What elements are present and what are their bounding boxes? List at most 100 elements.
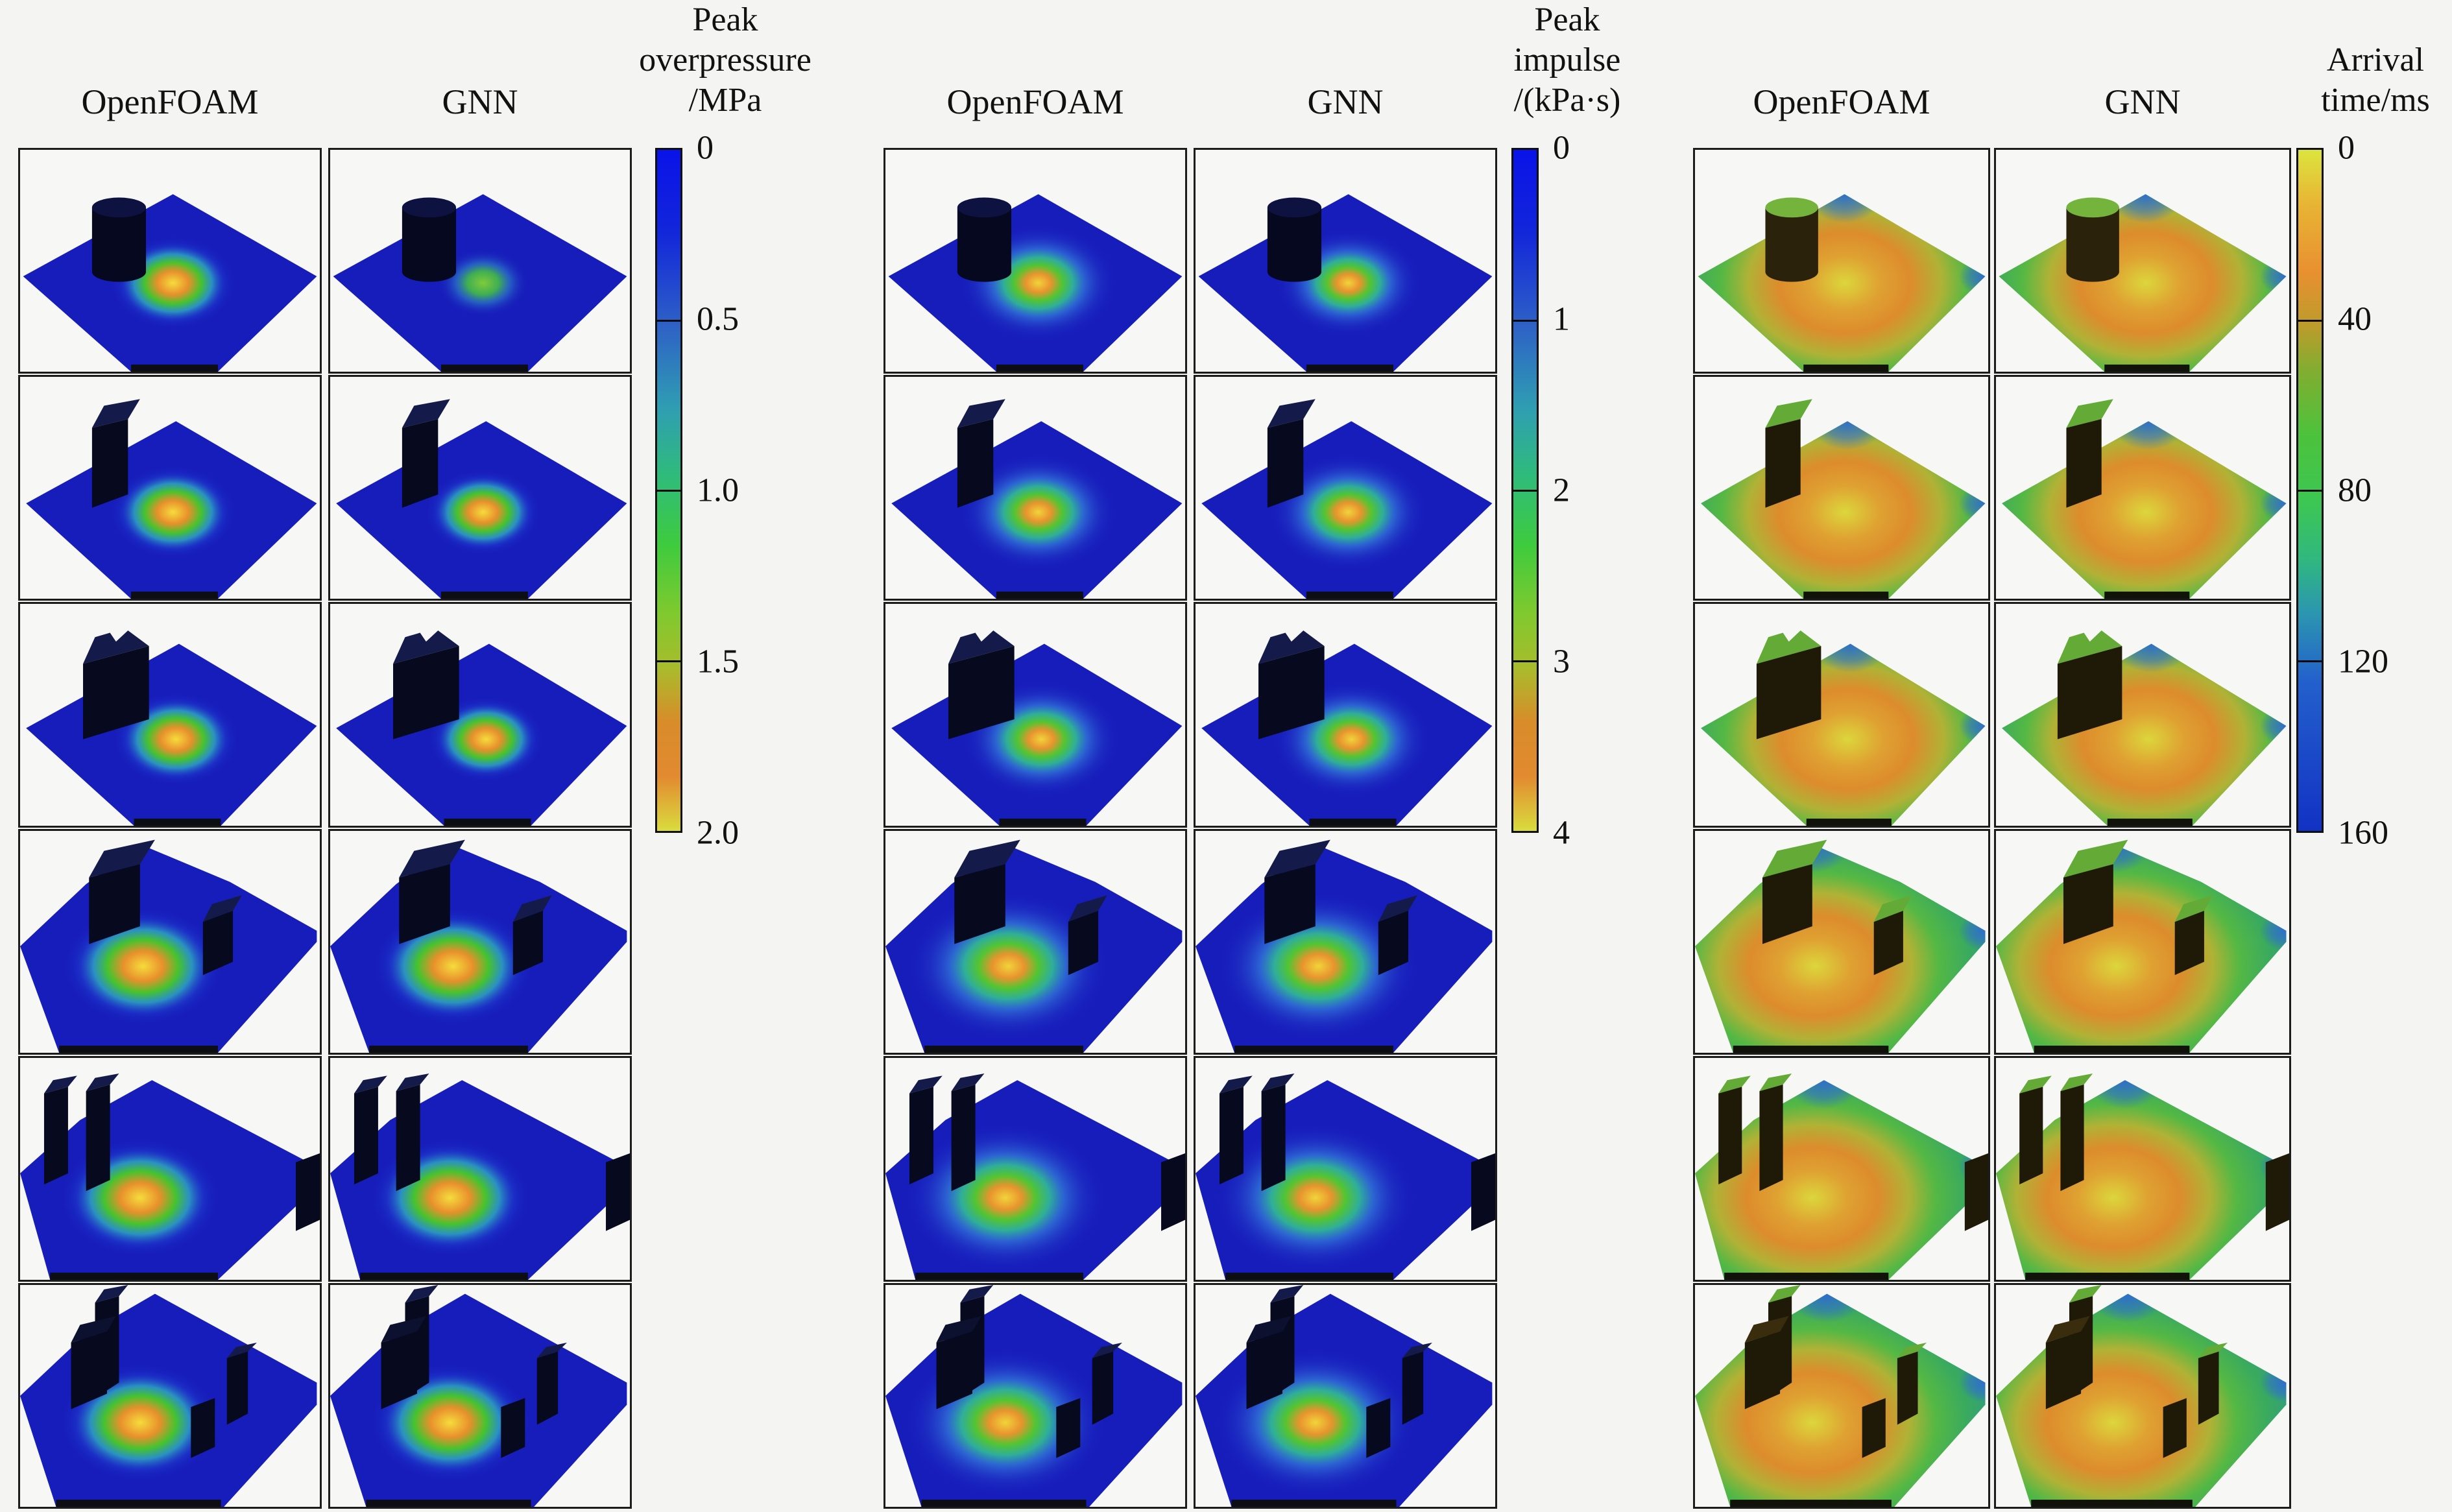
building-cylinder-top — [1765, 197, 1818, 218]
building-top-face — [202, 895, 242, 922]
colorbar-tick-mark — [1513, 660, 1537, 662]
building-cylinder — [1765, 207, 1818, 272]
colorbar-title-line: Arrival — [2326, 42, 2425, 78]
plane-edge-strip — [56, 1500, 221, 1507]
colorbar-tick-mark — [2298, 490, 2322, 492]
building-dark-face — [1092, 1351, 1114, 1425]
plot-cell-peak-overpressure-gnn-row1 — [328, 148, 632, 374]
building-top-face — [1092, 1342, 1122, 1358]
building-top-face — [2198, 1342, 2228, 1358]
surface-plot-peak-overpressure-row5 — [330, 1073, 630, 1280]
plane-edge-strip — [440, 592, 528, 599]
building-top-face — [83, 630, 149, 664]
building-dark-face — [2066, 418, 2102, 508]
blast-hotspot — [370, 1138, 530, 1257]
plot-cell-arrival-time-gnn-row6 — [1994, 1283, 2291, 1509]
colorbar-tick-mark — [657, 319, 680, 322]
building-dark-face — [396, 1085, 420, 1192]
plane-edge-strip — [1803, 365, 1889, 372]
building-dark-face — [1756, 645, 1821, 739]
building-cylinder — [957, 261, 1012, 282]
plot-cell-peak-impulse-openfoam-row5 — [883, 1056, 1187, 1282]
plane-edge-strip — [59, 1046, 218, 1053]
surface-plot-peak-impulse-row6 — [885, 1285, 1183, 1507]
plane-edge-strip — [996, 365, 1083, 372]
plane-edge-strip — [1306, 365, 1393, 372]
column-header-peak-impulse-gnn: GNN — [1307, 82, 1384, 121]
plot-cell-peak-impulse-gnn-row3 — [1194, 602, 1497, 828]
building-top-face — [2066, 399, 2113, 428]
building-dark-face — [1897, 1351, 1918, 1425]
building-dark-face — [936, 1331, 972, 1410]
building-top-face — [1219, 1075, 1253, 1094]
colorbar-title-line: overpressure — [639, 42, 811, 78]
surface-plot-peak-impulse-row6 — [1196, 1285, 1493, 1507]
blast-hotspot — [437, 249, 529, 317]
plot-cell-peak-overpressure-gnn-row4 — [328, 829, 632, 1055]
building-dark-face — [1765, 418, 1801, 508]
building-dark-face — [2045, 1331, 2082, 1410]
blast-hotspot — [904, 1123, 1107, 1273]
surface-plot-arrival-time-row1 — [1999, 194, 2287, 372]
surface-plot-peak-overpressure-row3 — [336, 630, 627, 826]
building-dark-face — [954, 864, 1005, 944]
colorbar-peak-impulse — [1511, 148, 1539, 833]
colorbar-title-arrival-time: Arrival time/ms — [2321, 40, 2430, 121]
plot-cell-peak-overpressure-openfoam-row1 — [18, 148, 322, 374]
surface-plot-peak-overpressure-row2 — [26, 399, 317, 599]
plane-edge-strip — [2104, 365, 2190, 372]
plane-edge-strip — [2107, 819, 2193, 826]
plane-edge-strip — [1724, 1273, 1889, 1280]
building-dark-face — [1056, 1398, 1081, 1458]
building-dark-face — [1264, 864, 1316, 944]
colorbar-title-line: time/ms — [2321, 82, 2430, 119]
building-cylinder — [1267, 261, 1322, 282]
building-dark-face — [43, 1086, 68, 1184]
blast-hotspot — [60, 1138, 220, 1257]
plot-cell-peak-overpressure-gnn-row2 — [328, 375, 632, 601]
plane-edge-strip — [1225, 1273, 1393, 1280]
plot-cell-arrival-time-gnn-row1 — [1994, 148, 2291, 374]
colorbar-title-peak-impulse: Peak impulse /(kPa·s) — [1514, 0, 1621, 121]
plane-edge-strip — [444, 819, 531, 826]
building-cylinder — [91, 207, 147, 272]
late-arrival-corner — [1812, 643, 1889, 673]
building-top-face — [405, 1285, 439, 1303]
building-dark-face — [512, 911, 544, 976]
late-arrival-corner — [2110, 421, 2187, 450]
building-cylinder — [402, 261, 457, 282]
plane-edge-strip — [2104, 592, 2190, 599]
building-top-face — [2060, 1073, 2093, 1092]
plot-cell-peak-overpressure-gnn-row6 — [328, 1283, 632, 1509]
colorbar-tick-label-peak-impulse: 2 — [1553, 472, 1570, 509]
plane-edge-strip — [369, 1046, 528, 1053]
surface-plot-peak-overpressure-row1 — [23, 194, 317, 372]
colorbar-tick-label-peak-impulse: 4 — [1553, 814, 1570, 852]
building-cylinder — [957, 207, 1012, 272]
plot-cell-peak-impulse-gnn-row1 — [1194, 148, 1497, 374]
building-cylinder — [2066, 261, 2119, 282]
building-dark-face — [86, 1085, 110, 1192]
colorbar-tick-label-arrival-time: 160 — [2338, 814, 2388, 852]
building-top-face — [960, 1285, 994, 1303]
plot-cell-peak-impulse-gnn-row2 — [1194, 375, 1497, 601]
building-dark-face — [1964, 1153, 1988, 1231]
building-top-face — [1762, 839, 1827, 878]
surface-plot-arrival-time-row4 — [1695, 839, 1986, 1053]
plot-cell-peak-impulse-gnn-row4 — [1194, 829, 1497, 1055]
building-dark-face — [1161, 1153, 1185, 1231]
building-top-face — [1402, 1342, 1432, 1358]
plot-cell-arrival-time-gnn-row3 — [1994, 602, 2291, 828]
building-top-face — [1765, 399, 1812, 428]
building-dark-face — [2060, 1085, 2084, 1192]
colorbar-title-peak-overpressure: Peak overpressure/MPa — [639, 0, 811, 121]
building-top-face — [86, 1073, 119, 1092]
surface-plot-peak-impulse-row2 — [1201, 399, 1493, 599]
surface-plot-arrival-time-row3 — [1701, 630, 1986, 826]
plot-cell-arrival-time-openfoam-row3 — [1693, 602, 1990, 828]
surface-plot-peak-impulse-row5 — [885, 1073, 1185, 1280]
building-top-face — [1897, 1342, 1927, 1358]
plot-cell-peak-impulse-openfoam-row1 — [883, 148, 1187, 374]
building-top-face — [1873, 895, 1912, 922]
colorbar-title-line: /MPa — [688, 82, 762, 119]
